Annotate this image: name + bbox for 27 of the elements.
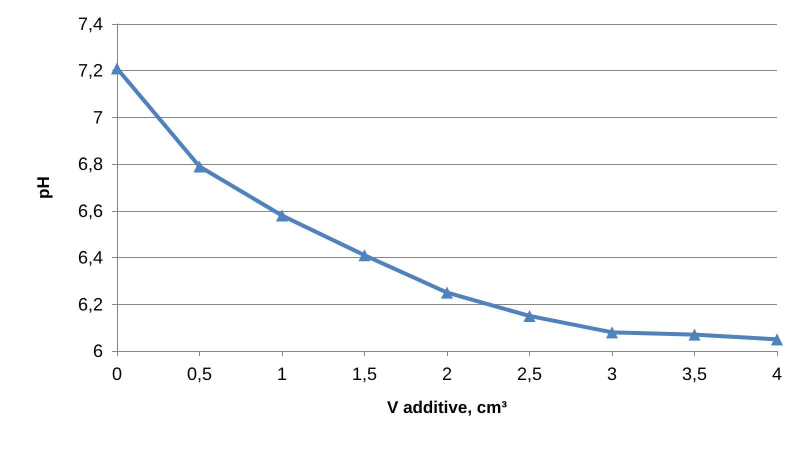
y-tick-label: 7 [92, 107, 103, 128]
x-tick-label: 2,5 [516, 364, 542, 384]
x-tick-label: 1 [276, 364, 288, 384]
x-tick-label: 3,5 [682, 364, 708, 384]
point [358, 249, 370, 262]
x-tick-label: 1,5 [352, 364, 378, 384]
point [194, 160, 206, 172]
x-tick-label: 2 [442, 364, 452, 384]
x-tick-label: 0 [112, 364, 122, 384]
x-tick-label: 3 [606, 364, 618, 384]
y-tick-label: 6,2 [78, 294, 103, 314]
y-tick-label: 7,4 [78, 14, 103, 34]
point [524, 310, 536, 322]
point [441, 286, 453, 299]
y-axis-title: pH [34, 176, 53, 199]
x-axis-title: V additive, cm³ [387, 398, 508, 417]
y-tick-label: 7,2 [78, 60, 103, 81]
point [688, 328, 700, 341]
point [771, 333, 783, 346]
y-tick-label: 6,4 [78, 248, 103, 268]
y-tick-label: 6 [92, 341, 103, 361]
y-tick-label: 6,6 [78, 200, 103, 221]
point [606, 326, 618, 338]
x-tick-label: 0,5 [186, 364, 212, 384]
y-tick-label: 6,8 [78, 154, 103, 174]
x-tick-label: 4 [772, 364, 782, 384]
point [276, 210, 288, 222]
